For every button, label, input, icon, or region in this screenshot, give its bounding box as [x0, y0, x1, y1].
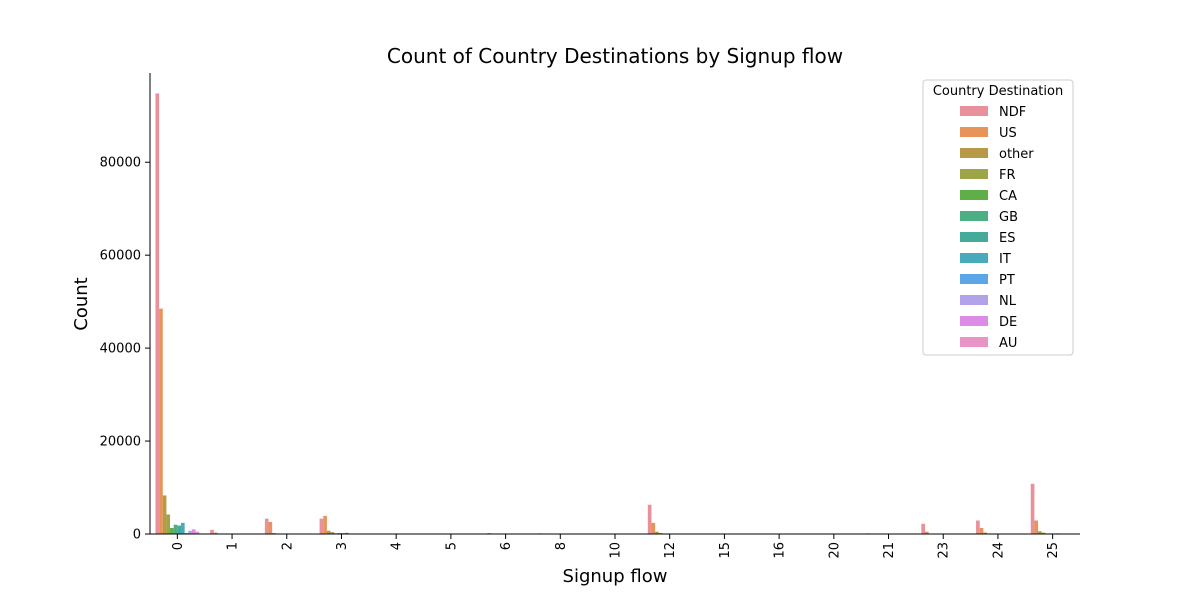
bar-us-24: [979, 527, 984, 534]
x-tick-label: 15: [718, 542, 733, 559]
legend-swatch-es: [960, 232, 988, 242]
legend-swatch-gb: [960, 211, 988, 221]
bar-us-23: [925, 531, 929, 534]
y-axis-label: Count: [71, 277, 92, 330]
legend-label-ndf: NDF: [999, 105, 1026, 120]
legend-label-it: IT: [999, 252, 1011, 267]
legend-label-ca: CA: [999, 189, 1017, 204]
x-tick-label: 25: [1046, 542, 1061, 559]
x-tick-label: 0: [171, 542, 186, 550]
legend-label-fr: FR: [999, 168, 1016, 183]
legend-swatch-it: [960, 253, 988, 263]
bar-ndf-0: [155, 93, 160, 534]
legend-label-us: US: [999, 126, 1017, 141]
bar-other-24: [983, 532, 987, 534]
legend-swatch-other: [960, 148, 988, 158]
bar-fr-0: [166, 514, 171, 534]
legend-items: NDF US other FR CA GB ES IT PT NL DE AU: [960, 105, 1034, 351]
bar-ndf-25: [1030, 483, 1035, 534]
bar-ndf-3: [319, 518, 324, 534]
y-tick-label: 80000: [100, 156, 141, 171]
bar-es-0: [177, 525, 181, 534]
bar-us-0: [159, 308, 163, 534]
x-ticks: 0 1 2 3 4 5 6 8 10 12 15 16 20 21 23 24 25: [171, 534, 1061, 559]
bar-gb-0: [173, 524, 178, 534]
legend-swatch-nl: [960, 295, 988, 305]
x-tick-label: 16: [773, 542, 788, 559]
bar-us-2: [268, 521, 273, 534]
x-tick-label: 3: [335, 542, 350, 550]
x-axis-label: Signup flow: [563, 566, 668, 587]
bar-other-0: [162, 495, 167, 534]
legend-swatch-pt: [960, 274, 988, 284]
legend-label-de: DE: [999, 315, 1017, 330]
x-tick-label: 5: [444, 542, 459, 550]
y-tick-label: 40000: [100, 342, 141, 357]
legend-swatch-au: [960, 337, 988, 347]
bar-us-12: [651, 522, 656, 534]
x-tick-label: 1: [226, 542, 241, 550]
legend-label-au: AU: [999, 336, 1017, 351]
legend-label-nl: NL: [999, 294, 1017, 309]
x-tick-label: 4: [390, 542, 405, 550]
legend-label-es: ES: [999, 231, 1015, 246]
legend-frame: [922, 79, 1074, 356]
bar-ndf-2: [264, 518, 269, 534]
bar-fr-3: [330, 532, 335, 534]
x-tick-label: 23: [937, 542, 952, 559]
x-tick-label: 6: [499, 542, 514, 550]
bar-other-3: [326, 530, 331, 534]
y-tick-label: 60000: [100, 249, 141, 264]
x-tick-label: 10: [609, 542, 624, 559]
x-tick-label: 12: [663, 542, 678, 559]
legend-swatch-ndf: [960, 106, 988, 116]
bar-it-3: [345, 532, 349, 534]
bar-us-1: [213, 532, 218, 534]
bar-other-12: [655, 531, 659, 534]
x-tick-label: 8: [554, 542, 569, 550]
bar-au-0: [195, 531, 200, 534]
y-tick-label: 0: [133, 528, 141, 543]
chart-title: Count of Country Destinations by Signup …: [387, 44, 843, 68]
x-tick-label: 21: [882, 542, 897, 559]
y-tick-label: 20000: [100, 435, 141, 450]
legend-swatch-ca: [960, 190, 988, 200]
bar-ca-0: [170, 527, 174, 534]
x-tick-label: 24: [991, 542, 1006, 559]
bar-us-25: [1034, 520, 1039, 534]
x-tick-label: 20: [827, 542, 842, 559]
legend-swatch-us: [960, 127, 988, 137]
bar-nl-0: [188, 530, 192, 534]
bar-ndf-24: [976, 520, 980, 534]
x-tick-label: 2: [280, 542, 295, 550]
bar-us-3: [323, 515, 327, 534]
bar-other-25: [1038, 531, 1042, 534]
bar-ndf-23: [921, 523, 925, 534]
legend-label-other: other: [999, 147, 1034, 162]
legend-swatch-fr: [960, 169, 988, 179]
bar-de-0: [191, 529, 196, 534]
legend-title: Country Destination: [933, 84, 1063, 99]
bar-ndf-1: [210, 529, 214, 534]
y-ticks: 0 20000 40000 60000 80000: [100, 156, 150, 543]
legend-label-gb: GB: [999, 210, 1018, 225]
legend: Country Destination NDF US other FR CA GB ES IT…: [922, 79, 1074, 356]
legend-swatch-de: [960, 316, 988, 326]
bar-it-0: [181, 522, 185, 534]
legend-label-pt: PT: [999, 273, 1015, 288]
bar-ndf-12: [647, 504, 652, 534]
bar-fr-25: [1041, 532, 1046, 534]
